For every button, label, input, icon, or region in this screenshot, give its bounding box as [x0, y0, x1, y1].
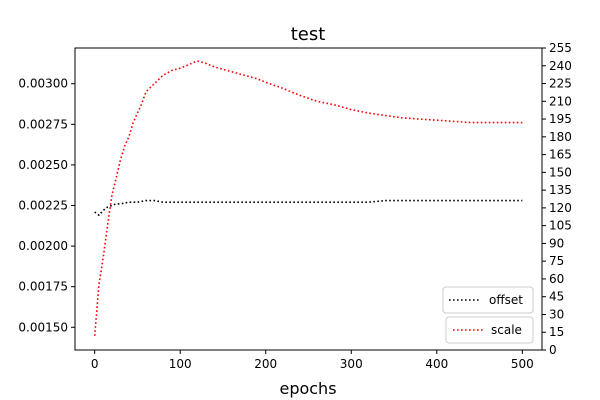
x-tick-label: 300	[340, 357, 363, 371]
series-lines	[93, 60, 523, 336]
y-right-tick-label: 195	[549, 112, 572, 126]
y-left-tick-label: 0.00150	[18, 320, 68, 334]
y-right-tick-label: 90	[549, 236, 564, 250]
x-tick-label: 0	[91, 357, 99, 371]
legend-offset: offset	[442, 286, 534, 314]
y-right-tick-label: 60	[549, 272, 564, 286]
legend-scale-box	[445, 316, 534, 344]
y-right-tick-label: 240	[549, 59, 572, 73]
x-tick-label: 200	[254, 357, 277, 371]
y-right-tick-label: 255	[549, 41, 572, 55]
y-left-tick-label: 0.00250	[18, 158, 68, 172]
y-right-tick-label: 75	[549, 254, 564, 268]
y-left-tick-label: 0.00300	[18, 77, 68, 91]
y-right-tick-label: 120	[549, 201, 572, 215]
y-left-tick-label: 0.00175	[18, 280, 68, 294]
y-axis-left: 0.00150 0.00175 0.00200 0.00225 0.00250 0.002…	[18, 77, 75, 334]
chart-title: test	[291, 24, 326, 45]
legend-scale-label: scale	[491, 323, 522, 337]
y-right-tick-label: 150	[549, 165, 572, 179]
x-tick-label: 500	[511, 357, 534, 371]
legend-offset-label: offset	[489, 293, 523, 307]
y-right-tick-label: 105	[549, 219, 572, 233]
legend-scale: scale	[445, 316, 534, 344]
y-right-tick-label: 45	[549, 290, 564, 304]
x-axis: 0 100 200 300 400 500	[91, 350, 534, 371]
y-right-tick-label: 210	[549, 94, 572, 108]
y-right-tick-label: 180	[549, 130, 572, 144]
plot-area-frame	[74, 47, 543, 351]
x-tick-label: 400	[425, 357, 448, 371]
y-right-tick-label: 165	[549, 148, 572, 162]
x-axis-label: epochs	[279, 379, 336, 398]
x-tick-label: 100	[169, 357, 192, 371]
y-axis-right: 0 15 30 45 60 75 90 105 120 135 150 165 180 195 210 225…	[542, 41, 572, 357]
y-right-tick-label: 225	[549, 77, 572, 91]
y-right-tick-label: 0	[549, 343, 557, 357]
y-left-tick-label: 0.00200	[18, 239, 68, 253]
series-line-scale	[93, 60, 523, 336]
legend-offset-box	[442, 286, 534, 314]
y-right-tick-label: 30	[549, 307, 564, 321]
series-line-offset	[94, 199, 523, 217]
y-left-tick-label: 0.00225	[18, 198, 68, 212]
y-right-tick-label: 15	[549, 325, 564, 339]
y-right-tick-label: 135	[549, 183, 572, 197]
y-left-tick-label: 0.00275	[18, 117, 68, 131]
